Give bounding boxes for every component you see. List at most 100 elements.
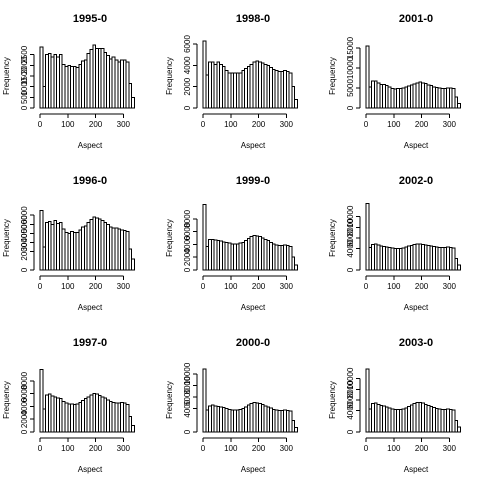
y-tick-label: 0 (346, 267, 355, 272)
panel-title: 2002-0 (399, 175, 433, 187)
y-tick-label: 6000 (183, 35, 192, 53)
panel-title: 2000-0 (236, 337, 270, 349)
y-axis-label: Frequency (165, 381, 174, 419)
x-axis-label: Aspect (78, 141, 103, 150)
x-tick-label: 0 (38, 282, 43, 291)
x-tick-label: 100 (387, 444, 401, 453)
y-tick-label: 4000 (20, 224, 29, 242)
panel-title: 1998-0 (236, 13, 270, 25)
panel-title: 1997-0 (73, 337, 107, 349)
x-tick-label: 200 (415, 282, 429, 291)
panel-title: 1995-0 (73, 13, 107, 25)
y-tick-label: 2000 (20, 242, 29, 260)
y-tick-label: 0 (20, 267, 29, 272)
x-tick-label: 200 (252, 282, 266, 291)
y-tick-label: 4000 (346, 401, 355, 419)
histogram-bar (291, 86, 296, 109)
y-tick-label: 2000 (183, 77, 192, 95)
histogram-bar (39, 368, 44, 433)
y-tick-label: 1500 (20, 67, 29, 85)
y-axis-label: Frequency (165, 57, 174, 95)
histogram-bar (294, 98, 298, 109)
x-tick-label: 0 (364, 444, 369, 453)
x-tick-label: 300 (280, 282, 294, 291)
x-tick-label: 0 (38, 120, 43, 129)
x-axis-label: Aspect (78, 303, 103, 312)
histogram-bar (294, 264, 298, 271)
x-tick-label: 0 (201, 120, 206, 129)
y-axis-label: Frequency (2, 219, 11, 257)
y-tick-label: 500 (20, 90, 29, 104)
histogram-bar (202, 368, 207, 433)
x-tick-label: 100 (61, 282, 75, 291)
x-tick-label: 300 (117, 282, 131, 291)
histogram-bar (457, 264, 461, 271)
histogram-bar (291, 256, 296, 271)
histogram-panel: 1998-0 0 2000 4000 6000 0 100 200 300 Aspect Frequ… (165, 13, 298, 150)
y-tick-label: 0 (346, 429, 355, 434)
y-tick-label: 2000 (183, 248, 192, 266)
y-axis-label: Frequency (165, 219, 174, 257)
x-axis-label: Aspect (78, 465, 103, 474)
histogram-bar (365, 202, 370, 271)
y-tick-label: 0 (183, 105, 192, 110)
x-tick-label: 100 (387, 282, 401, 291)
y-tick-label: 3000 (20, 233, 29, 251)
histogram-bar (131, 258, 135, 271)
histogram-bar (457, 426, 461, 433)
histogram-bar (131, 425, 135, 433)
x-tick-label: 300 (443, 282, 457, 291)
y-axis-label: Frequency (2, 381, 11, 419)
panel-title: 1996-0 (73, 175, 107, 187)
y-tick-label: 2000 (20, 56, 29, 74)
x-axis-label: Aspect (404, 141, 429, 150)
y-axis-label: Frequency (2, 57, 11, 95)
histogram-bar (454, 257, 459, 271)
x-tick-label: 0 (38, 444, 43, 453)
panel-title: 1999-0 (236, 175, 270, 187)
y-axis-label: Frequency (328, 219, 337, 257)
y-tick-label: 15000 (346, 36, 355, 59)
x-axis-label: Aspect (241, 465, 266, 474)
histogram-bar (365, 45, 370, 109)
histogram-bar (128, 416, 133, 433)
y-tick-label: 4000 (183, 235, 192, 253)
y-tick-label: 6000 (346, 229, 355, 247)
x-tick-label: 200 (89, 120, 103, 129)
histogram-bar (454, 419, 459, 433)
y-tick-label: 2500 (20, 45, 29, 63)
histogram-bar (128, 82, 133, 109)
y-tick-label: 8000 (346, 218, 355, 236)
y-tick-label: 0 (20, 429, 29, 434)
x-tick-label: 300 (280, 120, 294, 129)
y-tick-label: 10000 (346, 205, 355, 228)
histogram-bar (39, 46, 44, 109)
y-tick-label: 0 (20, 105, 29, 110)
x-tick-label: 300 (117, 444, 131, 453)
panel-title: 2003-0 (399, 337, 433, 349)
y-tick-label: 8000 (20, 371, 29, 389)
histogram-bar (202, 40, 207, 109)
histogram-bar (202, 204, 207, 271)
histogram-bar (131, 96, 135, 109)
x-tick-label: 100 (387, 120, 401, 129)
x-tick-label: 0 (364, 282, 369, 291)
x-tick-label: 100 (224, 444, 238, 453)
x-tick-label: 0 (201, 444, 206, 453)
x-tick-label: 0 (364, 120, 369, 129)
y-tick-label: 1000 (20, 77, 29, 95)
x-axis-label: Aspect (241, 141, 266, 150)
histogram-bar (454, 96, 459, 109)
x-axis-label: Aspect (241, 303, 266, 312)
x-tick-label: 300 (117, 120, 131, 129)
y-tick-label: 0 (183, 429, 192, 434)
x-tick-label: 200 (89, 282, 103, 291)
y-tick-label: 8000 (183, 209, 192, 227)
